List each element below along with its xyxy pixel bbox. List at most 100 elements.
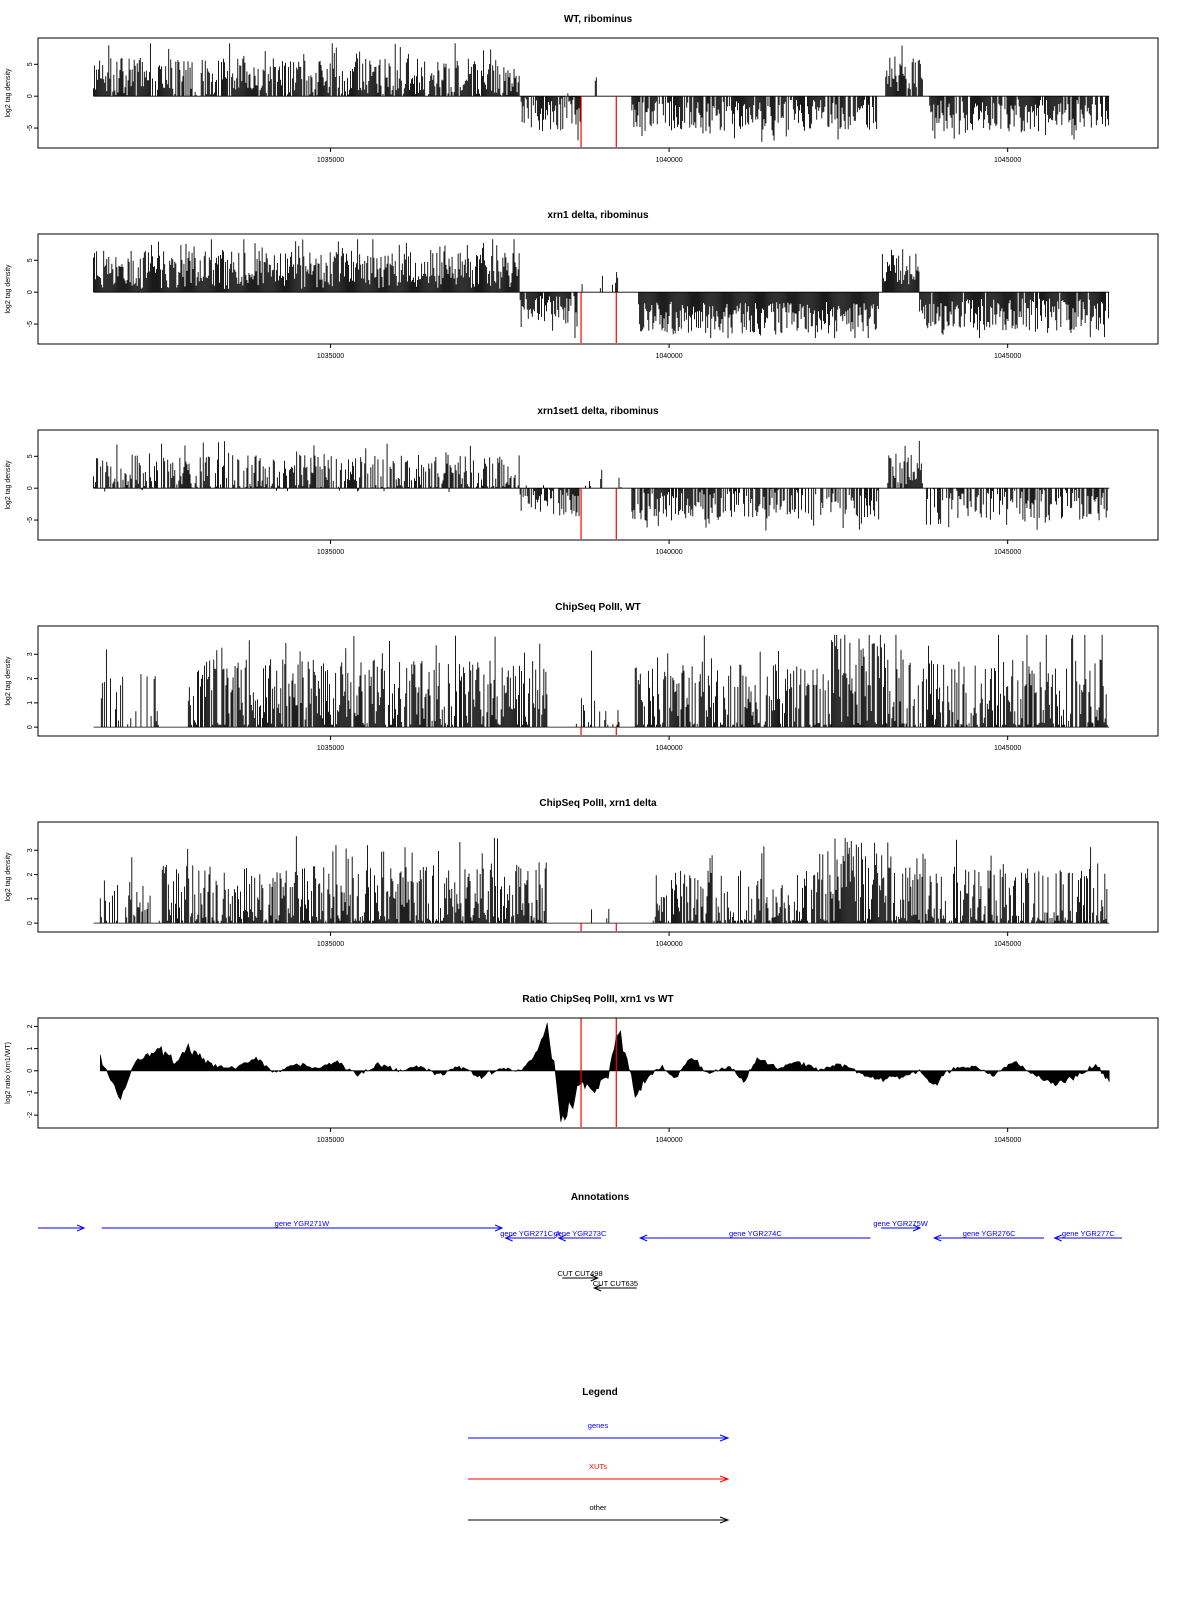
- y-tick-label: 5: [27, 258, 34, 262]
- x-tick-label: 1040000: [655, 745, 682, 752]
- chart-series: [100, 1023, 1110, 1122]
- x-tick-label: 1045000: [994, 1137, 1021, 1144]
- plot-frame: [37, 37, 1159, 149]
- feature-label: gene YGR274C: [729, 1229, 782, 1238]
- feature-5: gene YGR274C: [638, 1229, 871, 1242]
- x-tick-label: 1045000: [994, 745, 1021, 752]
- y-tick-label: -5: [27, 321, 34, 327]
- chart-title: Ratio ChipSeq PolII, xrn1 vs WT: [522, 994, 673, 1005]
- feature-label: gene YGR276C: [963, 1229, 1016, 1238]
- arrow-head: [494, 1224, 504, 1232]
- y-tick-label: -1: [27, 1090, 34, 1096]
- y-axis-label: log2 ratio (xrn1/WT): [5, 1042, 12, 1104]
- feature-3: gene YGR271C-A: [500, 1229, 561, 1242]
- y-tick-label: 0: [27, 290, 34, 294]
- arrow-head: [590, 1274, 599, 1282]
- arrow-head: [638, 1234, 648, 1242]
- y-tick-label: 3: [27, 848, 34, 852]
- chart-series: [93, 836, 1110, 924]
- x-tick-label: 1035000: [317, 549, 344, 556]
- chart-series: [93, 43, 1110, 142]
- legend-item-xuts: XUTs: [468, 1462, 730, 1483]
- arrow-head: [932, 1234, 942, 1242]
- arrow-head: [719, 1475, 730, 1483]
- x-tick-label: 1040000: [655, 941, 682, 948]
- arrow-head: [719, 1434, 730, 1442]
- legend-title: Legend: [582, 1387, 618, 1398]
- legend-item-other: other: [468, 1503, 730, 1524]
- y-tick-label: 1: [27, 897, 34, 901]
- legend-label: other: [589, 1503, 607, 1512]
- feature-label: gene YGR271W: [275, 1219, 330, 1228]
- x-tick-label: 1035000: [317, 353, 344, 360]
- chart-panel-1: WT, ribominus -5 0 5 log2 tag density 1035000…: [5, 14, 1159, 164]
- feature-2: gene YGR271W: [101, 1219, 504, 1232]
- chart-series: [93, 239, 1110, 339]
- feature-1: [38, 1224, 86, 1232]
- y-tick-label: 5: [27, 62, 34, 66]
- arrow-head: [557, 1234, 566, 1242]
- x-tick-label: 1045000: [994, 353, 1021, 360]
- chart-title: xrn1 delta, ribominus: [547, 210, 649, 221]
- x-tick-label: 1045000: [994, 157, 1021, 164]
- y-tick-label: 0: [27, 1069, 34, 1073]
- y-tick-label: 1: [27, 1047, 34, 1051]
- x-tick-label: 1045000: [994, 549, 1021, 556]
- feature-label: CUT CUT635: [593, 1279, 638, 1288]
- y-tick-label: -5: [27, 125, 34, 131]
- feature-label: gene YGR277C: [1062, 1229, 1115, 1238]
- y-axis-label: log2 tag density: [5, 460, 12, 510]
- y-tick-label: 2: [27, 873, 34, 877]
- y-tick-label: -2: [27, 1112, 34, 1118]
- x-tick-label: 1040000: [655, 353, 682, 360]
- ratio-area: [100, 1023, 1110, 1122]
- legend-item-genes: genes: [468, 1421, 730, 1442]
- arrow-head: [912, 1224, 922, 1232]
- y-tick-label: -5: [27, 517, 34, 523]
- x-tick-label: 1045000: [994, 941, 1021, 948]
- y-tick-label: 2: [27, 677, 34, 681]
- legend-label: genes: [588, 1421, 609, 1430]
- chart-panel-2: xrn1 delta, ribominus -5 0 5 log2 tag densit…: [5, 210, 1159, 360]
- y-axis-label: log2 tag density: [5, 852, 12, 902]
- annotations-title: Annotations: [571, 1192, 630, 1203]
- x-tick-label: 1040000: [655, 1137, 682, 1144]
- arrow-head: [76, 1224, 86, 1232]
- y-axis-label: log2 tag density: [5, 68, 12, 118]
- x-tick-label: 1035000: [317, 1137, 344, 1144]
- feature-8: gene YGR277C: [1053, 1229, 1122, 1242]
- feature-7: gene YGR276C: [932, 1229, 1045, 1242]
- chart-title: WT, ribominus: [564, 14, 633, 25]
- legend-label: XUTs: [589, 1462, 607, 1471]
- chart-series: [93, 440, 1110, 531]
- arrow-head: [504, 1234, 513, 1242]
- feature-10: CUT CUT635: [592, 1279, 638, 1292]
- y-tick-label: 3: [27, 652, 34, 656]
- chart-panel-6: Ratio ChipSeq PolII, xrn1 vs WT -2 -1 0 1 2 lo…: [5, 994, 1159, 1144]
- feature-label: gene YGR271C-A: [500, 1229, 560, 1238]
- chart-panel-5: ChipSeq PolII, xrn1 delta 0 1 2 3 log2 tag de…: [5, 798, 1159, 948]
- y-tick-label: 0: [27, 725, 34, 729]
- y-tick-label: 1: [27, 701, 34, 705]
- y-tick-label: 0: [27, 486, 34, 490]
- x-tick-label: 1035000: [317, 745, 344, 752]
- y-tick-label: 0: [27, 921, 34, 925]
- arrow-head: [592, 1284, 602, 1292]
- y-tick-label: 2: [27, 1024, 34, 1028]
- y-axis-label: log2 tag density: [5, 656, 12, 706]
- chart-title: ChipSeq PolII, WT: [555, 602, 641, 613]
- y-axis-label: log2 tag density: [5, 264, 12, 314]
- feature-label: gene YGR275W: [873, 1219, 928, 1228]
- arrow-head: [1053, 1234, 1062, 1242]
- feature-6: gene YGR275W: [873, 1219, 929, 1232]
- chart-panel-4: ChipSeq PolII, WT 0 1 2 3 log2 tag density 103…: [5, 602, 1159, 752]
- chart-panel-3: xrn1set1 delta, ribominus -5 0 5 log2 tag de…: [5, 406, 1159, 556]
- x-tick-label: 1040000: [655, 549, 682, 556]
- feature-label: gene YGR273C: [554, 1229, 607, 1238]
- legend: Legend genes XUTs other: [468, 1387, 730, 1524]
- arrow-head: [719, 1516, 730, 1524]
- chart-series: [93, 634, 1110, 728]
- y-tick-label: 0: [27, 94, 34, 98]
